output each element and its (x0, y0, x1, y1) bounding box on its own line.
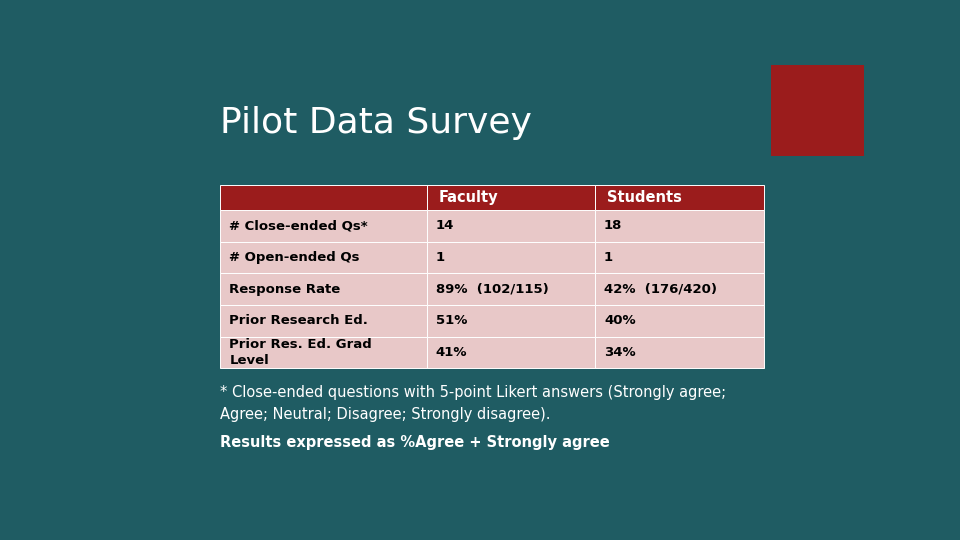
FancyBboxPatch shape (595, 305, 763, 336)
FancyBboxPatch shape (221, 185, 426, 210)
Text: Prior Research Ed.: Prior Research Ed. (229, 314, 369, 327)
Text: Results expressed as %Agree + Strongly agree: Results expressed as %Agree + Strongly a… (221, 435, 611, 450)
FancyBboxPatch shape (426, 305, 595, 336)
FancyBboxPatch shape (595, 273, 763, 305)
FancyBboxPatch shape (426, 273, 595, 305)
Text: Prior Res. Ed. Grad
Level: Prior Res. Ed. Grad Level (229, 338, 372, 367)
Text: 34%: 34% (604, 346, 636, 359)
FancyBboxPatch shape (426, 242, 595, 273)
Text: Pilot Data Survey: Pilot Data Survey (221, 106, 532, 140)
FancyBboxPatch shape (771, 65, 864, 156)
Text: 1: 1 (436, 251, 444, 264)
FancyBboxPatch shape (426, 336, 595, 368)
FancyBboxPatch shape (595, 185, 763, 210)
FancyBboxPatch shape (221, 305, 426, 336)
FancyBboxPatch shape (426, 210, 595, 242)
Text: 14: 14 (436, 219, 454, 232)
Text: 1: 1 (604, 251, 613, 264)
Text: 41%: 41% (436, 346, 468, 359)
Text: Agree; Neutral; Disagree; Strongly disagree).: Agree; Neutral; Disagree; Strongly disag… (221, 407, 551, 422)
Text: 89%  (102/115): 89% (102/115) (436, 283, 548, 296)
FancyBboxPatch shape (426, 185, 595, 210)
FancyBboxPatch shape (595, 336, 763, 368)
Text: 40%: 40% (604, 314, 636, 327)
FancyBboxPatch shape (595, 210, 763, 242)
FancyBboxPatch shape (595, 242, 763, 273)
Text: # Close-ended Qs*: # Close-ended Qs* (229, 219, 368, 232)
FancyBboxPatch shape (221, 336, 426, 368)
Text: 42%  (176/420): 42% (176/420) (604, 283, 717, 296)
Text: Response Rate: Response Rate (229, 283, 341, 296)
Text: 51%: 51% (436, 314, 467, 327)
Text: 18: 18 (604, 219, 622, 232)
Text: # Open-ended Qs: # Open-ended Qs (229, 251, 360, 264)
Text: Students: Students (607, 190, 682, 205)
FancyBboxPatch shape (221, 210, 426, 242)
FancyBboxPatch shape (221, 242, 426, 273)
Text: * Close-ended questions with 5-point Likert answers (Strongly agree;: * Close-ended questions with 5-point Lik… (221, 385, 727, 400)
Text: Faculty: Faculty (439, 190, 498, 205)
FancyBboxPatch shape (221, 273, 426, 305)
